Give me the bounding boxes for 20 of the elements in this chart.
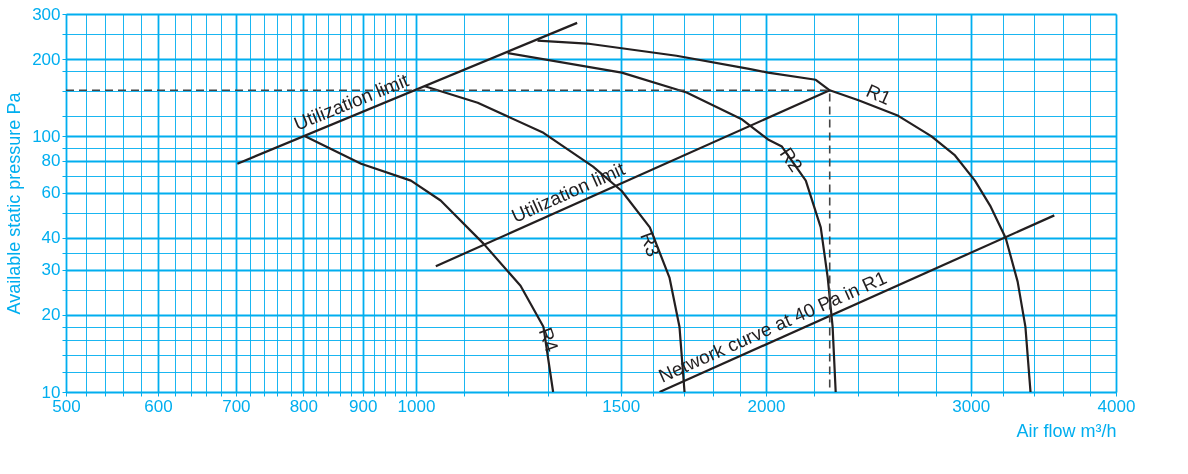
text: R1 bbox=[863, 79, 894, 110]
x-tick-label: 2000 bbox=[747, 396, 786, 416]
y-tick-label: 300 bbox=[32, 4, 61, 24]
y-tick-label: 80 bbox=[41, 151, 61, 171]
y-tick-label: 30 bbox=[41, 260, 61, 280]
x-tick-label: 700 bbox=[222, 396, 251, 416]
x-tick-label: 1000 bbox=[397, 396, 436, 416]
y-tick-label: 60 bbox=[41, 183, 61, 203]
x-tick-label: 1500 bbox=[602, 396, 641, 416]
y-tick-label: 200 bbox=[32, 49, 61, 69]
y-axis-title: Available static pressure Pa bbox=[4, 91, 25, 315]
x-axis-title: Air flow m³/h bbox=[1016, 420, 1117, 441]
x-tick-label: 4000 bbox=[1097, 396, 1136, 416]
y-tick-label: 40 bbox=[41, 228, 61, 248]
x-tick-label: 900 bbox=[349, 396, 378, 416]
x-tick-label: 600 bbox=[144, 396, 173, 416]
x-tick-label: 3000 bbox=[952, 396, 991, 416]
x-tick-label: 800 bbox=[289, 396, 319, 416]
y-tick-label: 20 bbox=[41, 305, 61, 325]
y-tick-label: 100 bbox=[32, 126, 61, 146]
